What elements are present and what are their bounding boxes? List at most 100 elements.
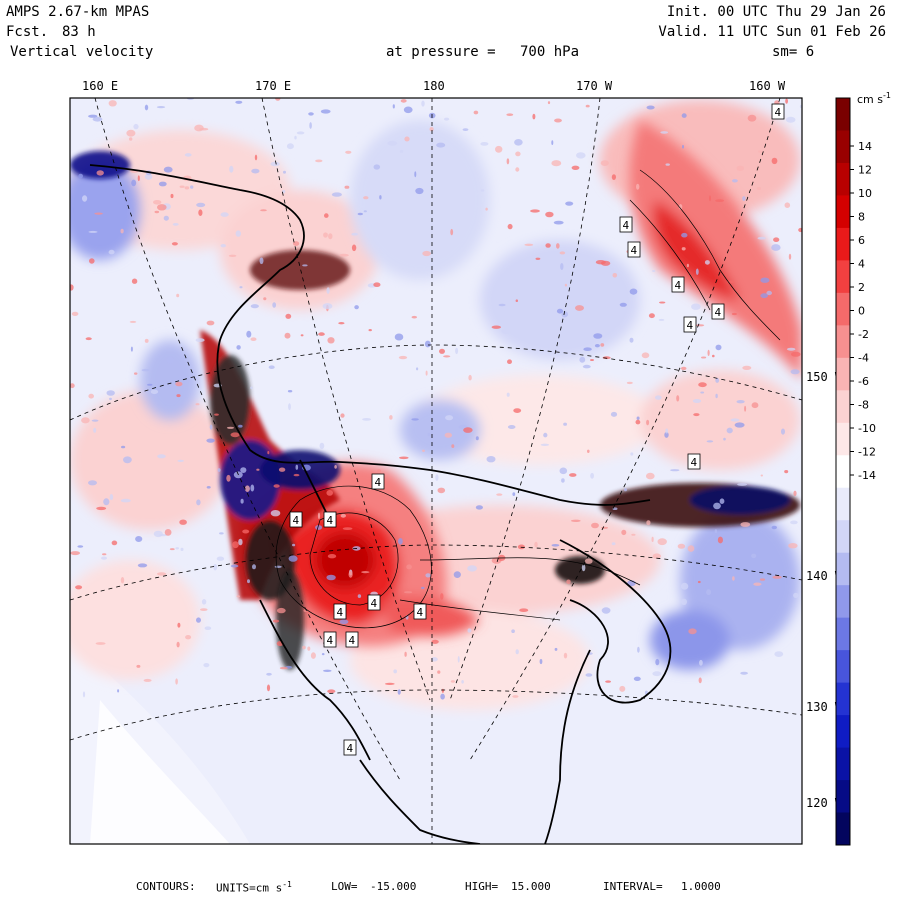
speckle — [581, 564, 586, 572]
speckle — [731, 312, 737, 316]
colorbar-swatch — [836, 617, 850, 651]
contour-marker-box — [289, 511, 303, 528]
speckle — [495, 145, 503, 153]
speckle — [158, 181, 167, 187]
speckle — [507, 223, 513, 230]
speckle — [559, 251, 566, 255]
speckle — [203, 663, 210, 668]
wave-blue-2 — [260, 450, 340, 490]
speckle — [137, 175, 140, 182]
speckle — [760, 293, 768, 299]
speckle — [175, 381, 183, 387]
speckle — [144, 104, 149, 111]
speckle — [695, 324, 705, 327]
speckle — [126, 129, 136, 137]
speckle — [772, 575, 782, 579]
plume-tail — [380, 596, 480, 637]
contour-marker-label: 4 — [691, 456, 698, 469]
speckle — [700, 391, 705, 394]
contour-marker-label: 4 — [375, 476, 382, 489]
speckle — [670, 469, 680, 472]
speckle — [285, 313, 292, 319]
speckle — [751, 402, 759, 409]
speckle — [278, 467, 286, 472]
speckle — [351, 244, 357, 252]
colorbar-tick-label: 14 — [858, 140, 872, 153]
speckle — [646, 419, 650, 426]
speckle — [363, 210, 367, 213]
uplift-middle — [420, 375, 660, 465]
speckle — [256, 468, 260, 471]
graticule — [70, 98, 802, 844]
speckle — [732, 179, 738, 183]
speckle — [137, 563, 148, 568]
speckle — [302, 264, 308, 267]
speckle — [172, 223, 179, 226]
speckle — [71, 311, 79, 316]
speckle — [563, 422, 567, 426]
speckle — [457, 656, 460, 663]
speckle — [204, 626, 212, 630]
colorbar-swatch — [836, 292, 850, 326]
speckle — [788, 543, 798, 549]
speckle — [368, 329, 372, 332]
speckle — [294, 135, 297, 140]
contour-1 — [275, 485, 432, 629]
speckle — [342, 527, 353, 530]
speckle — [659, 301, 666, 304]
speckle — [266, 672, 272, 676]
speckle — [263, 297, 267, 301]
speckle — [467, 628, 472, 633]
speckle — [698, 382, 707, 388]
speckle — [121, 445, 126, 449]
speckle — [556, 308, 564, 314]
speckle — [363, 196, 369, 200]
contour-marker-label: 4 — [687, 319, 694, 332]
contour-marker-box — [711, 303, 725, 320]
speckle — [96, 506, 107, 511]
speckle — [790, 369, 800, 375]
speckle — [545, 243, 551, 248]
speckle — [506, 158, 510, 165]
speckle — [393, 669, 398, 674]
speckle — [109, 494, 114, 501]
speckle — [135, 536, 143, 542]
speckle — [399, 149, 404, 153]
speckle — [144, 338, 149, 343]
speckle — [170, 193, 174, 199]
speckle — [185, 635, 192, 640]
speckle — [164, 529, 172, 536]
speckle — [524, 243, 534, 246]
speckle — [327, 554, 337, 559]
speckle — [709, 195, 711, 202]
speckle — [166, 356, 174, 364]
wave-east-blue — [690, 486, 790, 514]
speckle — [270, 161, 280, 167]
speckle — [102, 553, 107, 556]
init-time: Init. 00 UTC Thu 29 Jan 26 — [666, 4, 886, 20]
speckle — [273, 484, 280, 488]
speckle — [216, 556, 225, 561]
model-title: AMPS 2.67-km MPAS — [6, 4, 150, 20]
speckle — [240, 467, 247, 473]
speckle — [157, 204, 167, 211]
speckle — [444, 432, 452, 438]
speckle — [200, 608, 208, 611]
forecast-label: Fcst. — [6, 24, 49, 40]
colorbar-tick-label: 10 — [858, 187, 872, 200]
speckle — [219, 532, 224, 535]
speckle — [89, 258, 95, 264]
speckle — [300, 334, 304, 337]
speckle — [266, 684, 271, 692]
colorbar-swatch — [836, 715, 850, 748]
speckle — [790, 520, 798, 525]
speckle — [657, 538, 667, 546]
speckle — [230, 432, 240, 438]
speckle — [514, 139, 523, 146]
speckle — [575, 305, 584, 311]
speckle — [406, 564, 412, 570]
speckle — [345, 150, 352, 154]
speckle — [92, 117, 103, 122]
contour-marker-box — [345, 631, 359, 648]
speckle — [665, 163, 670, 166]
